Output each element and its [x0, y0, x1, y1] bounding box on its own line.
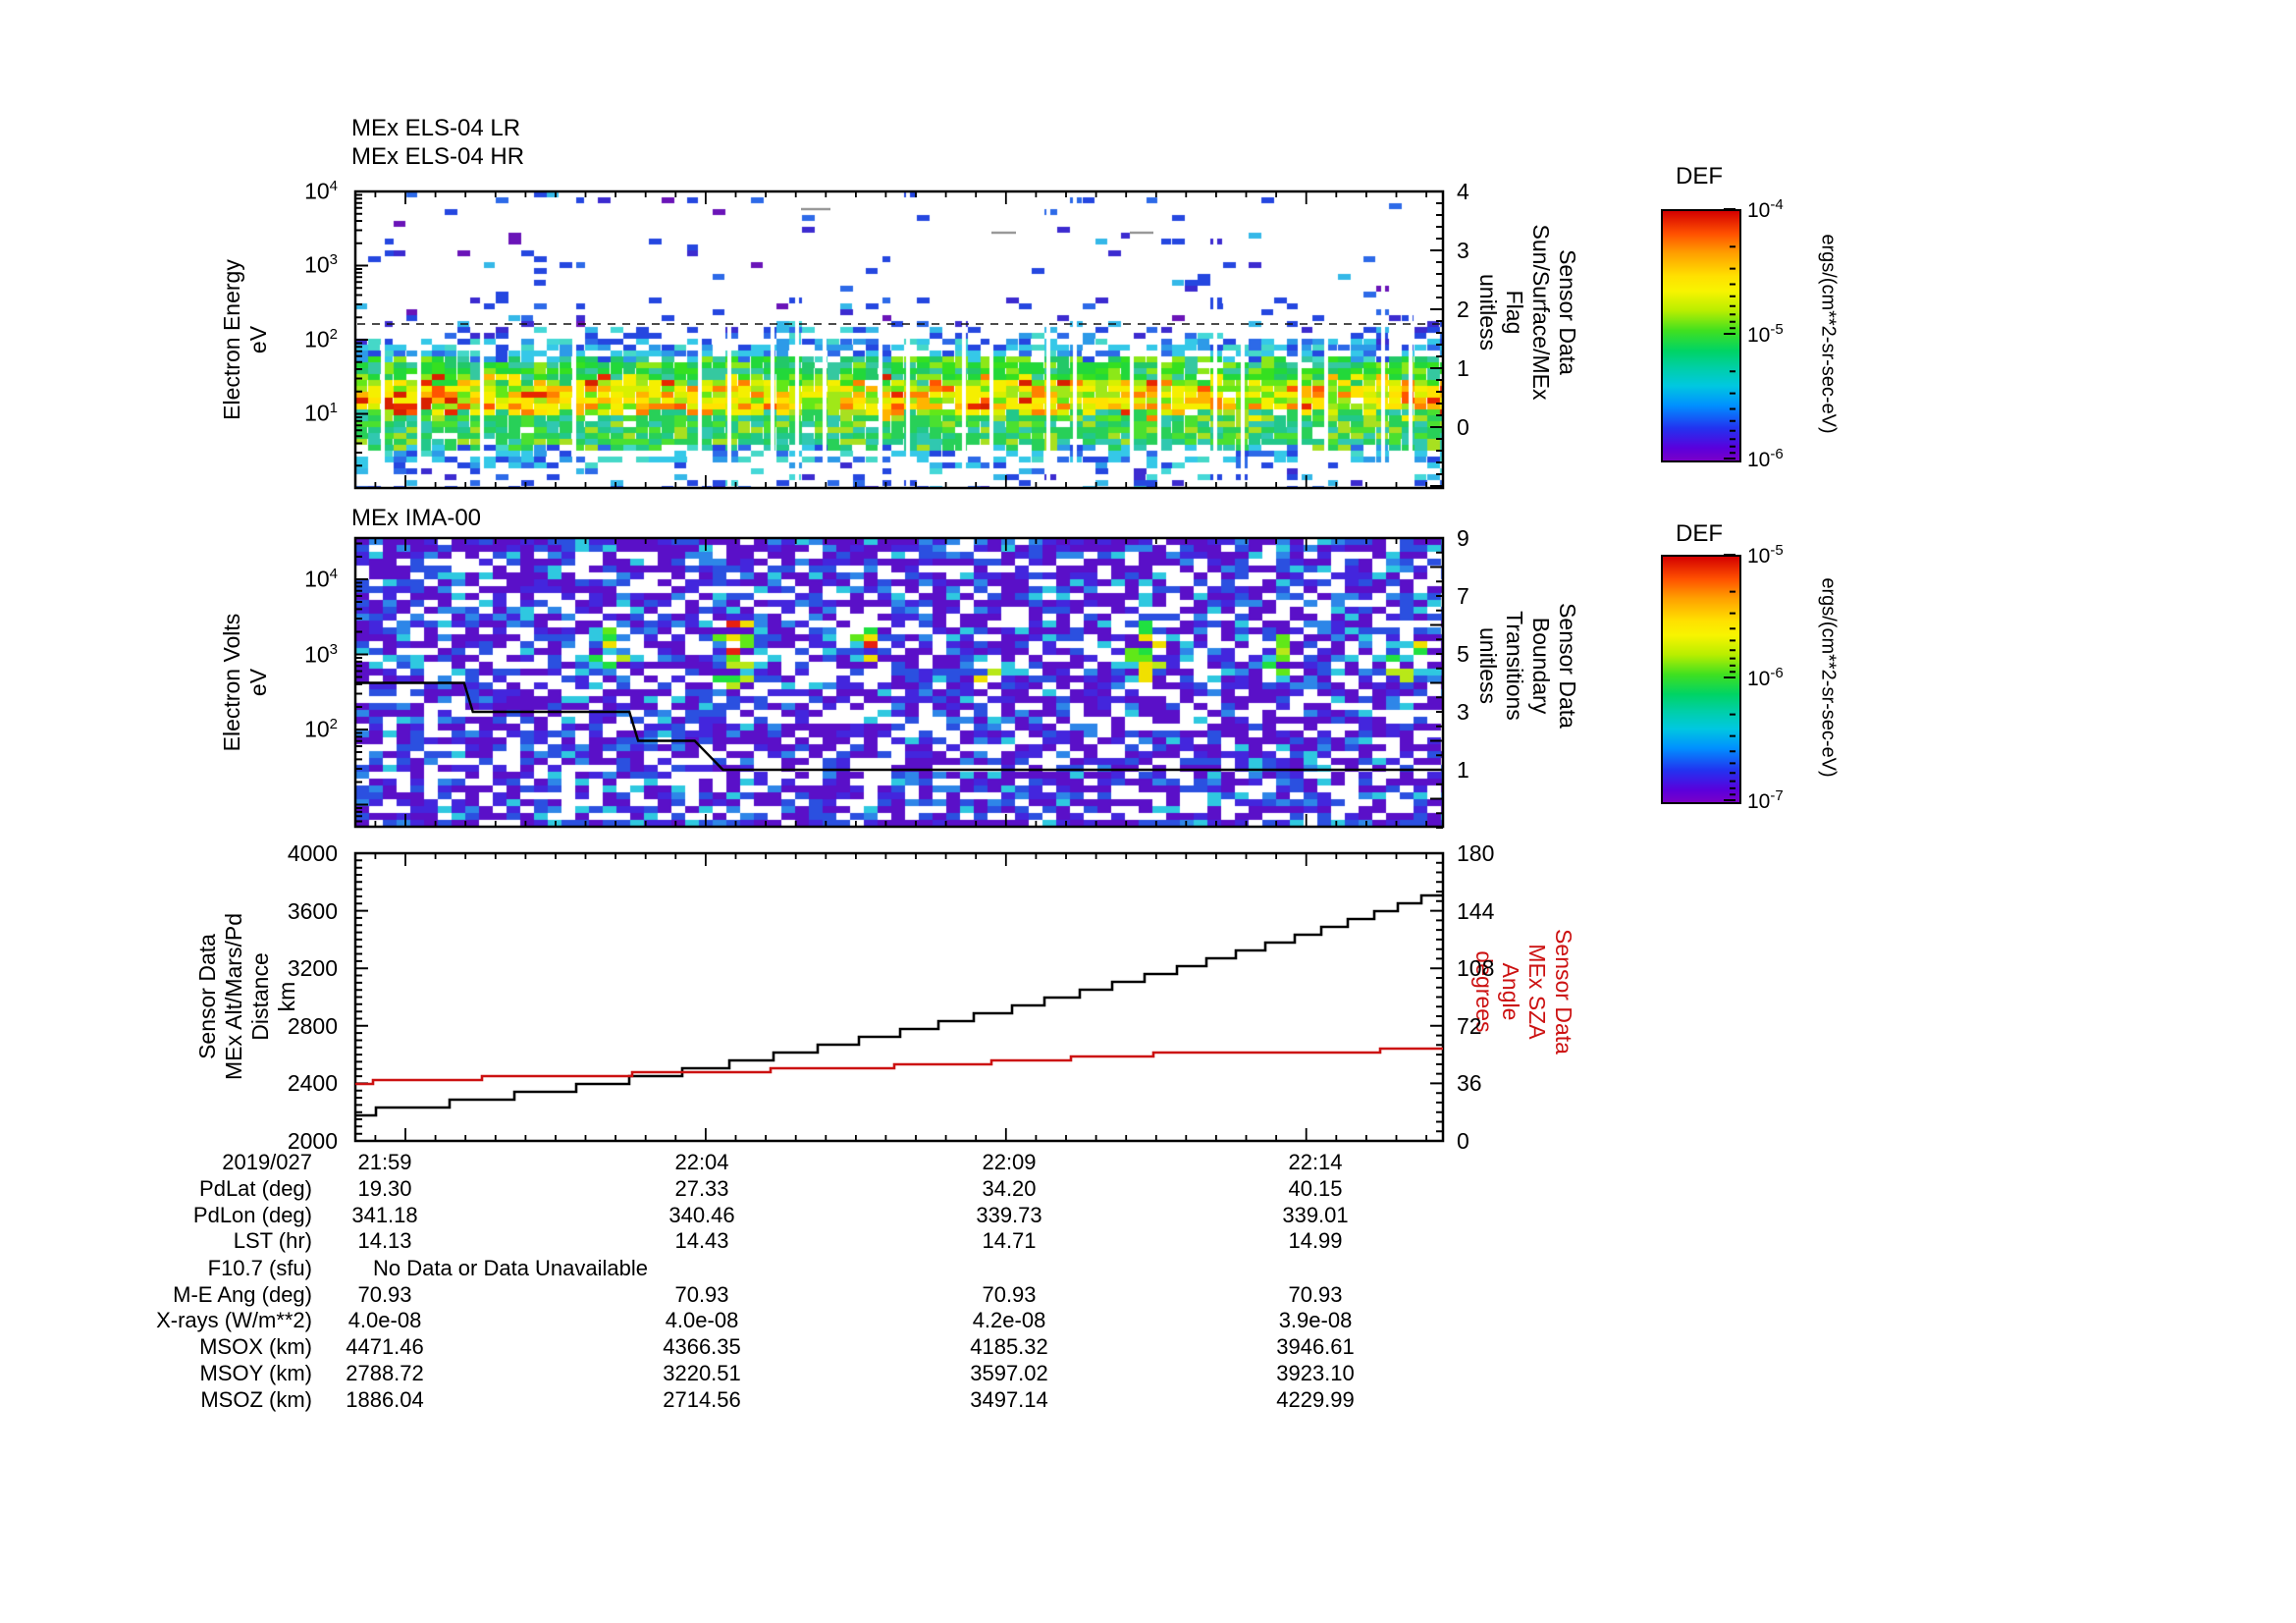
x-tick-time-label: 22:09 — [982, 1150, 1037, 1174]
table-cell-value: 14.99 — [1288, 1228, 1343, 1253]
aux-right-axis-label: Sensor Data MEx SZA Angle degrees — [1471, 929, 1576, 1055]
table-cell-value: 3946.61 — [1276, 1334, 1355, 1359]
ima-ytick-label: 104 — [304, 566, 338, 592]
table-cell-value: 70.93 — [357, 1282, 412, 1307]
ima-spectrogram — [355, 538, 1443, 827]
colorbar-tick-label: 10-4 — [1747, 196, 1784, 222]
table-row-label: MSOY (km) — [199, 1361, 312, 1385]
els-ytick-label: 102 — [304, 326, 338, 352]
aux-ytick-label: 2400 — [287, 1070, 338, 1097]
table-cell-value: 4185.32 — [970, 1334, 1048, 1359]
table-cell-value: 4.0e-08 — [347, 1308, 422, 1332]
aux-right-tick-label: 36 — [1457, 1070, 1482, 1097]
aux-right-tick-label: 180 — [1457, 840, 1495, 866]
aux-ytick-label: 2000 — [287, 1128, 338, 1154]
table-row-label: PdLat (deg) — [199, 1176, 312, 1201]
ima-right-tick-label: 3 — [1457, 699, 1469, 725]
colorbar-tick-label: 10-5 — [1747, 321, 1784, 347]
els-ytick-label: 101 — [304, 400, 338, 426]
table-cell-value: 341.18 — [351, 1203, 418, 1227]
table-cell-value: 27.33 — [674, 1176, 729, 1201]
ima-title: MEx IMA-00 — [351, 505, 482, 531]
table-cell-value: 34.20 — [982, 1176, 1037, 1201]
aux-right-tick-label: 0 — [1457, 1128, 1469, 1154]
table-row-label: F10.7 (sfu) — [207, 1256, 312, 1280]
els-ytick-label: 103 — [304, 251, 338, 278]
els-right-tick-label: 2 — [1457, 297, 1469, 322]
table-cell-value: 4471.46 — [346, 1334, 424, 1359]
x-tick-time-label: 22:04 — [674, 1150, 729, 1174]
table-cell-value: 70.93 — [1288, 1282, 1343, 1307]
table-row-label: LST (hr) — [233, 1228, 312, 1253]
ima-right-tick-label: 7 — [1457, 583, 1469, 609]
els-spectrogram — [355, 191, 1443, 488]
table-cell-value: 3497.14 — [970, 1387, 1048, 1412]
aux-right-tick-label: 72 — [1457, 1012, 1482, 1039]
table-cell-value: 14.13 — [357, 1228, 412, 1253]
table-cell-value: 2788.72 — [346, 1361, 424, 1385]
ima-right-axis-label: Sensor Data Boundary Transitions unitles… — [1475, 603, 1580, 729]
table-cell-value: 70.93 — [674, 1282, 729, 1307]
colorbar1-title: DEF — [1676, 163, 1723, 189]
els-right-tick-label: 4 — [1457, 179, 1469, 204]
aux-ytick-label: 2800 — [287, 1012, 338, 1039]
ima-ytick-label: 102 — [304, 716, 338, 742]
table-row-label: PdLon (deg) — [192, 1203, 312, 1227]
aux-right-tick-label: 144 — [1457, 897, 1495, 924]
els-right-tick-label: 3 — [1457, 238, 1469, 263]
table-cell-value: 14.71 — [982, 1228, 1037, 1253]
aux-y-axis-label: Sensor Data MEx Alt/Mars/Pd Distance km — [194, 913, 299, 1080]
els-title-lr: MEx ELS-04 LR — [351, 115, 521, 141]
table-row-label: MSOX (km) — [199, 1334, 312, 1359]
colorbar1-unit-label: ergs/(cm**2-sr-sec-eV) — [1817, 234, 1840, 434]
ima-right-tick-label: 9 — [1457, 525, 1469, 551]
els-right-axis-label: Sensor Data Sun/Surface/MEx Flag unitles… — [1475, 224, 1580, 401]
table-cell-value: 3220.51 — [663, 1361, 741, 1385]
table-cell-value: 1886.04 — [346, 1387, 424, 1412]
table-cell-value: 4.0e-08 — [665, 1308, 739, 1332]
table-cell-value: 3597.02 — [970, 1361, 1048, 1385]
x-tick-time-label: 22:14 — [1288, 1150, 1343, 1174]
els-right-tick-label: 0 — [1457, 414, 1469, 440]
table-cell-value: 70.93 — [982, 1282, 1037, 1307]
table-row-label: X-rays (W/m**2) — [156, 1308, 312, 1332]
table-span-text: No Data or Data Unavailable — [372, 1256, 649, 1280]
table-row-label: M-E Ang (deg) — [173, 1282, 312, 1307]
table-cell-value: 339.01 — [1282, 1203, 1349, 1227]
colorbar2-title: DEF — [1676, 520, 1723, 547]
colorbar2-unit-label: ergs/(cm**2-sr-sec-eV) — [1817, 577, 1840, 778]
ima-ytick-label: 103 — [304, 641, 338, 668]
table-cell-value: 4366.35 — [663, 1334, 741, 1359]
table-cell-value: 19.30 — [357, 1176, 412, 1201]
table-cell-value: 339.73 — [976, 1203, 1042, 1227]
table-cell-value: 3923.10 — [1276, 1361, 1355, 1385]
ima-right-tick-label: 5 — [1457, 641, 1469, 667]
els-ytick-label: 104 — [304, 178, 338, 204]
els-title-hr: MEx ELS-04 HR — [351, 143, 525, 170]
aux-ytick-label: 4000 — [287, 840, 338, 866]
colorbar-tick-label: 10-7 — [1747, 787, 1784, 813]
table-row-label: MSOZ (km) — [200, 1387, 312, 1412]
colorbar1-gradient — [1661, 209, 1741, 462]
aux-ytick-label: 3600 — [287, 897, 338, 924]
table-cell-value: 2714.56 — [663, 1387, 741, 1412]
colorbar-tick-label: 10-6 — [1747, 446, 1784, 471]
colorbar-tick-label: 10-5 — [1747, 542, 1784, 568]
els-right-tick-label: 1 — [1457, 355, 1469, 381]
table-cell-value: 14.43 — [674, 1228, 729, 1253]
table-cell-value: 40.15 — [1288, 1176, 1343, 1201]
table-cell-value: 4229.99 — [1276, 1387, 1355, 1412]
x-tick-time-label: 21:59 — [357, 1150, 412, 1174]
aux-ytick-label: 3200 — [287, 955, 338, 982]
table-cell-value: 4.2e-08 — [972, 1308, 1046, 1332]
aux-right-tick-label: 108 — [1457, 955, 1495, 982]
table-cell-value: 3.9e-08 — [1278, 1308, 1353, 1332]
table-cell-value: 340.46 — [668, 1203, 735, 1227]
colorbar-tick-label: 10-6 — [1747, 665, 1784, 690]
colorbar2-gradient — [1661, 555, 1741, 804]
table-row-label: 2019/027 — [222, 1150, 312, 1174]
ima-right-tick-label: 1 — [1457, 757, 1469, 783]
